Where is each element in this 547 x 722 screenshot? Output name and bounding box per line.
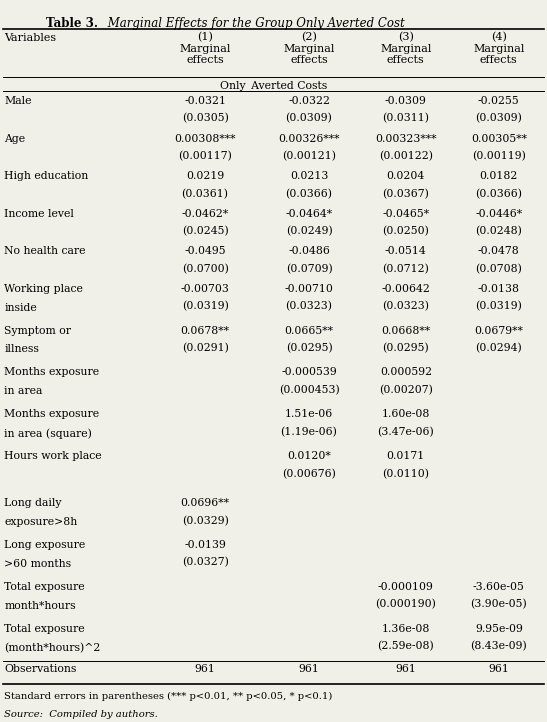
- Text: High education: High education: [4, 171, 89, 181]
- Text: Income level: Income level: [4, 209, 74, 219]
- Text: Long daily: Long daily: [4, 498, 62, 508]
- Text: 961: 961: [488, 664, 509, 674]
- Text: 0.000592: 0.000592: [380, 367, 432, 378]
- Text: (0.00117): (0.00117): [178, 151, 232, 161]
- Text: exposure>8h: exposure>8h: [4, 517, 78, 527]
- Text: (month*hours)^2: (month*hours)^2: [4, 643, 101, 653]
- Text: 0.0204: 0.0204: [387, 171, 425, 181]
- Text: -0.0138: -0.0138: [478, 284, 520, 294]
- Text: (4)
Marginal
effects: (4) Marginal effects: [473, 32, 525, 65]
- Text: 961: 961: [395, 664, 416, 674]
- Text: 0.0219: 0.0219: [186, 171, 224, 181]
- Text: (0.0248): (0.0248): [475, 226, 522, 236]
- Text: (2)
Marginal
effects: (2) Marginal effects: [283, 32, 335, 65]
- Text: -0.0514: -0.0514: [385, 246, 427, 256]
- Text: (0.0110): (0.0110): [382, 469, 429, 479]
- Text: (0.0309): (0.0309): [475, 113, 522, 123]
- Text: (0.0366): (0.0366): [475, 188, 522, 199]
- Text: -3.60e-05: -3.60e-05: [473, 582, 525, 592]
- Text: (0.000453): (0.000453): [278, 385, 340, 395]
- Text: (0.0295): (0.0295): [286, 343, 333, 353]
- Text: -0.000109: -0.000109: [378, 582, 434, 592]
- Text: (0.0311): (0.0311): [382, 113, 429, 123]
- Text: Standard errors in parentheses (*** p<0.01, ** p<0.05, * p<0.1): Standard errors in parentheses (*** p<0.…: [4, 692, 333, 701]
- Text: Only_Averted Costs: Only_Averted Costs: [220, 80, 327, 91]
- Text: (0.00207): (0.00207): [379, 385, 433, 395]
- Text: (0.0323): (0.0323): [382, 301, 429, 311]
- Text: >60 months: >60 months: [4, 559, 72, 569]
- Text: (0.00122): (0.00122): [379, 151, 433, 161]
- Text: -0.0464*: -0.0464*: [286, 209, 333, 219]
- Text: -0.000539: -0.000539: [281, 367, 337, 378]
- Text: (0.0709): (0.0709): [286, 264, 333, 274]
- Text: Months exposure: Months exposure: [4, 367, 100, 378]
- Text: No health care: No health care: [4, 246, 86, 256]
- Text: -0.0139: -0.0139: [184, 540, 226, 550]
- Text: -0.0495: -0.0495: [184, 246, 226, 256]
- Text: -0.0255: -0.0255: [478, 96, 520, 106]
- Text: -0.0446*: -0.0446*: [475, 209, 522, 219]
- Text: 0.00326***: 0.00326***: [278, 134, 340, 144]
- Text: -0.0322: -0.0322: [288, 96, 330, 106]
- Text: Long exposure: Long exposure: [4, 540, 86, 550]
- Text: Variables: Variables: [4, 33, 56, 43]
- Text: 0.0678**: 0.0678**: [181, 326, 230, 336]
- Text: (0.000190): (0.000190): [375, 599, 437, 609]
- Text: 1.51e-06: 1.51e-06: [285, 409, 333, 419]
- Text: (0.0319): (0.0319): [182, 301, 229, 311]
- Text: Months exposure: Months exposure: [4, 409, 100, 419]
- Text: 1.60e-08: 1.60e-08: [382, 409, 430, 419]
- Text: (0.0712): (0.0712): [382, 264, 429, 274]
- Text: (0.0319): (0.0319): [475, 301, 522, 311]
- Text: (1)
Marginal
effects: (1) Marginal effects: [179, 32, 231, 65]
- Text: (0.0361): (0.0361): [182, 188, 229, 199]
- Text: -0.0321: -0.0321: [184, 96, 226, 106]
- Text: Total exposure: Total exposure: [4, 624, 85, 634]
- Text: 0.0696**: 0.0696**: [181, 498, 230, 508]
- Text: (0.0327): (0.0327): [182, 557, 229, 567]
- Text: (2.59e-08): (2.59e-08): [377, 641, 434, 651]
- Text: 9.95e-09: 9.95e-09: [475, 624, 523, 634]
- Text: (0.0329): (0.0329): [182, 516, 229, 526]
- Text: 961: 961: [299, 664, 319, 674]
- Text: (0.0700): (0.0700): [182, 264, 229, 274]
- Text: 0.0679**: 0.0679**: [474, 326, 523, 336]
- Text: (0.00676): (0.00676): [282, 469, 336, 479]
- Text: (3)
Marginal
effects: (3) Marginal effects: [380, 32, 432, 65]
- Text: 1.36e-08: 1.36e-08: [382, 624, 430, 634]
- Text: (0.00119): (0.00119): [472, 151, 526, 161]
- Text: illness: illness: [4, 344, 39, 355]
- Text: in area (square): in area (square): [4, 428, 92, 439]
- Text: (0.0249): (0.0249): [286, 226, 333, 236]
- Text: Observations: Observations: [4, 664, 77, 674]
- Text: (0.0305): (0.0305): [182, 113, 229, 123]
- Text: Table 3.: Table 3.: [46, 17, 98, 30]
- Text: -0.00710: -0.00710: [284, 284, 334, 294]
- Text: -0.00642: -0.00642: [381, 284, 430, 294]
- Text: 0.0213: 0.0213: [290, 171, 328, 181]
- Text: (0.0295): (0.0295): [382, 343, 429, 353]
- Text: 0.0120*: 0.0120*: [287, 451, 331, 461]
- Text: Symptom or: Symptom or: [4, 326, 71, 336]
- Text: Total exposure: Total exposure: [4, 582, 85, 592]
- Text: -0.0465*: -0.0465*: [382, 209, 429, 219]
- Text: (0.0294): (0.0294): [475, 343, 522, 353]
- Text: 0.00305**: 0.00305**: [471, 134, 527, 144]
- Text: Age: Age: [4, 134, 26, 144]
- Text: (0.0366): (0.0366): [286, 188, 333, 199]
- Text: Male: Male: [4, 96, 32, 106]
- Text: 0.00323***: 0.00323***: [375, 134, 437, 144]
- Text: inside: inside: [4, 303, 37, 313]
- Text: (0.0367): (0.0367): [382, 188, 429, 199]
- Text: (0.00121): (0.00121): [282, 151, 336, 161]
- Text: 0.0668**: 0.0668**: [381, 326, 430, 336]
- Text: (1.19e-06): (1.19e-06): [281, 427, 337, 437]
- Text: Source:  Compiled by authors.: Source: Compiled by authors.: [4, 710, 158, 718]
- Text: (0.0245): (0.0245): [182, 226, 229, 236]
- Text: (0.0708): (0.0708): [475, 264, 522, 274]
- Text: -0.0478: -0.0478: [478, 246, 520, 256]
- Text: Working place: Working place: [4, 284, 83, 294]
- Text: 0.00308***: 0.00308***: [174, 134, 236, 144]
- Text: (0.0323): (0.0323): [286, 301, 333, 311]
- Text: 0.0182: 0.0182: [480, 171, 518, 181]
